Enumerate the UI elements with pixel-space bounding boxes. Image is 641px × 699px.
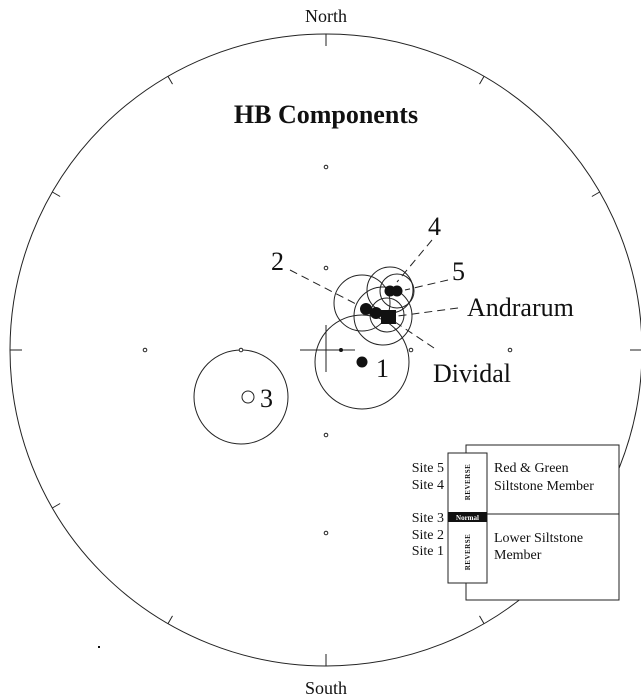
tick bbox=[479, 615, 485, 624]
member: Red & Green bbox=[494, 461, 569, 476]
polarity: REVERSE bbox=[464, 534, 472, 571]
member: Siltstone Member bbox=[494, 479, 594, 494]
tick bbox=[167, 615, 173, 624]
confidence-circle bbox=[193, 349, 289, 445]
polarity: Normal bbox=[456, 514, 479, 522]
north: North bbox=[305, 6, 347, 26]
member: Lower Siltstone bbox=[494, 531, 583, 546]
site-mean bbox=[381, 310, 396, 324]
tick bbox=[52, 191, 61, 197]
site-mean bbox=[356, 356, 368, 368]
site-mean bbox=[370, 307, 382, 319]
tick bbox=[52, 503, 61, 509]
legend-site: Site 1 bbox=[412, 544, 444, 559]
south: South bbox=[305, 678, 347, 698]
tick bbox=[479, 76, 485, 85]
legend-site: Site 2 bbox=[412, 528, 444, 543]
confidence-circle bbox=[314, 314, 410, 410]
site-mean bbox=[391, 285, 403, 297]
legend-site: Site 4 bbox=[412, 478, 444, 493]
speck bbox=[98, 646, 100, 648]
site-label: 5 bbox=[452, 257, 465, 286]
place-label: Andrarum bbox=[467, 293, 574, 322]
leaders bbox=[289, 239, 459, 349]
legend-site: Site 3 bbox=[412, 511, 444, 526]
title: HB Components bbox=[234, 100, 418, 129]
tick bbox=[591, 191, 600, 197]
dot bbox=[339, 348, 343, 352]
site-label: 2 bbox=[271, 247, 284, 276]
site-label: 1 bbox=[376, 354, 389, 383]
legend-site: Site 5 bbox=[412, 461, 444, 476]
polarity: REVERSE bbox=[464, 464, 472, 501]
site-mean bbox=[241, 390, 255, 404]
site-label: 4 bbox=[428, 212, 441, 241]
confidence-circle bbox=[379, 273, 415, 309]
confidence-circle bbox=[333, 274, 391, 332]
place-label: Dividal bbox=[433, 359, 511, 388]
confidence-circle bbox=[353, 286, 413, 346]
site-mean bbox=[360, 303, 372, 315]
tick bbox=[167, 76, 173, 85]
legend: Site 5 Site 4 Site 3 Site 2 Site 1 REVER… bbox=[412, 444, 620, 601]
grid-dots bbox=[142, 164, 513, 536]
site-label: 3 bbox=[260, 384, 273, 413]
member: Member bbox=[494, 548, 542, 563]
